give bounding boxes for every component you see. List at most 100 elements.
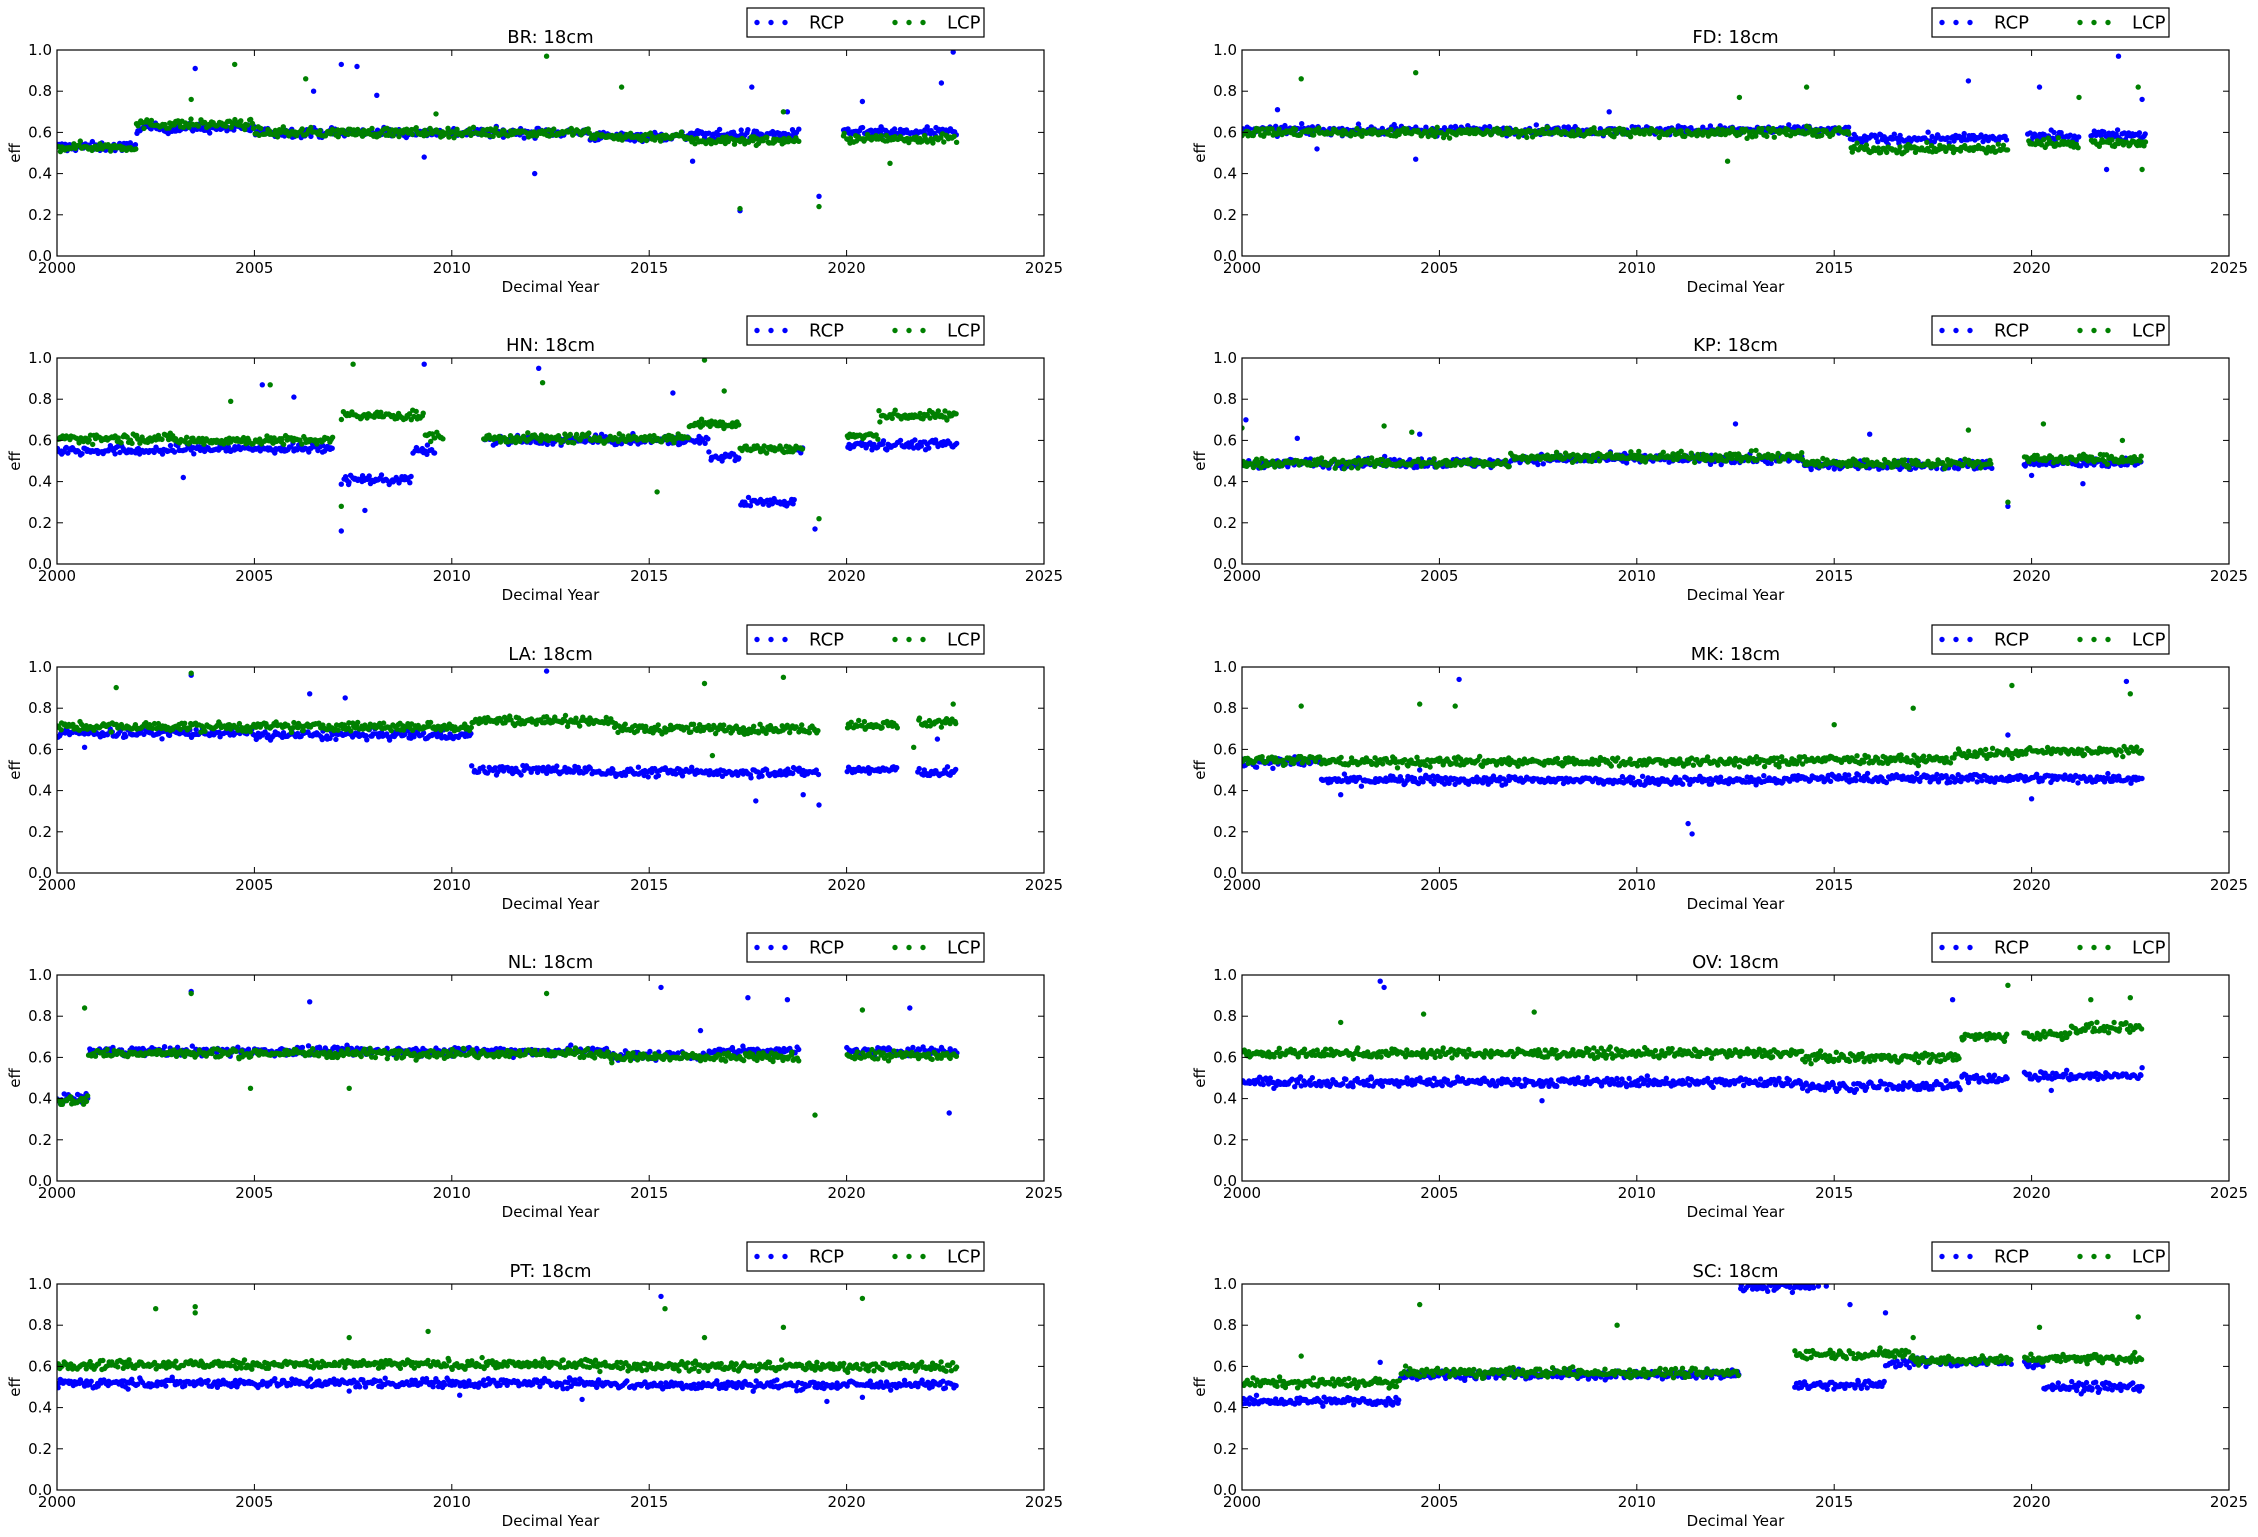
- data-point: [1831, 466, 1838, 472]
- data-point: [333, 736, 339, 743]
- data-point: [2115, 53, 2122, 59]
- data-point: [1820, 455, 1826, 462]
- data-point: [525, 430, 531, 436]
- data-point: [86, 437, 92, 443]
- data-point: [279, 436, 285, 442]
- data-point: [1368, 455, 1375, 461]
- series-lcp: [57, 358, 959, 522]
- data-point: [1332, 465, 1338, 471]
- y-tick-label: 0.8: [1213, 390, 1237, 408]
- data-point: [338, 416, 345, 423]
- data-point: [407, 480, 413, 486]
- subplot-kp: 2000 2005 2010 2015 2020 20250.00.20.40.60.81…: [1191, 315, 2248, 604]
- legend-marker: [892, 19, 898, 26]
- data-point: [112, 451, 118, 457]
- data-point: [180, 124, 187, 131]
- data-point: [1298, 76, 1304, 82]
- data-point: [1678, 448, 1684, 454]
- data-point: [133, 146, 139, 152]
- data-point: [1242, 425, 1245, 431]
- legend-marker: [1953, 327, 1959, 334]
- legend-marker: [782, 327, 788, 334]
- data-point: [618, 84, 625, 90]
- data-point: [1854, 140, 1860, 146]
- data-point: [223, 123, 229, 129]
- data-point: [617, 132, 623, 138]
- data-point: [706, 449, 712, 455]
- data-point: [2040, 421, 2047, 427]
- data-point: [2114, 127, 2121, 133]
- data-point: [188, 116, 194, 122]
- data-point: [363, 733, 369, 739]
- axes-frame: [1241, 357, 2230, 565]
- data-point: [280, 124, 286, 130]
- data-point: [2101, 129, 2107, 135]
- data-point: [586, 430, 592, 436]
- data-point: [201, 448, 208, 455]
- data-point: [951, 133, 957, 139]
- data-point: [118, 440, 124, 446]
- data-point: [1815, 127, 1821, 133]
- data-point: [2075, 145, 2081, 151]
- data-point: [912, 437, 918, 443]
- y-tick-label: 0.6: [28, 431, 52, 449]
- x-tick-label: 2015: [1815, 259, 1853, 277]
- y-tick-label: 0.6: [28, 123, 52, 141]
- data-point: [1995, 141, 2002, 147]
- data-point: [1367, 460, 1373, 467]
- data-point: [1348, 465, 1355, 471]
- data-point: [2065, 460, 2071, 466]
- data-point: [362, 507, 368, 514]
- data-point: [2051, 129, 2057, 136]
- legend-marker: [1967, 327, 1973, 334]
- data-point: [195, 123, 201, 129]
- data-point: [115, 435, 121, 441]
- data-point: [413, 125, 419, 131]
- data-point: [1875, 139, 1881, 145]
- data-point: [308, 124, 314, 131]
- subplot-title: BR: 18cm: [507, 27, 593, 48]
- x-tick-label: 2015: [630, 567, 668, 585]
- data-point: [567, 431, 573, 438]
- data-point: [1943, 463, 1949, 469]
- data-point: [897, 437, 904, 444]
- data-point: [1341, 466, 1347, 472]
- data-point: [1434, 124, 1440, 130]
- data-point: [745, 127, 751, 133]
- data-point: [706, 130, 712, 136]
- y-tick-label: 0.4: [28, 165, 52, 183]
- data-point: [1819, 132, 1825, 139]
- y-tick-label: 0.4: [1213, 473, 1237, 491]
- data-point: [329, 434, 336, 440]
- legend-label: RCP: [1994, 321, 2029, 342]
- x-tick-label: 2025: [1025, 567, 1063, 585]
- data-point: [1682, 133, 1688, 140]
- x-tick-label: 2005: [235, 259, 273, 277]
- data-point: [1880, 463, 1887, 470]
- data-point: [859, 124, 866, 131]
- data-point: [1764, 133, 1770, 140]
- data-point: [1785, 127, 1791, 133]
- data-point: [698, 416, 705, 422]
- data-point: [1539, 126, 1546, 133]
- series-rcp: [1242, 53, 2148, 173]
- data-point: [497, 439, 504, 445]
- data-point: [2098, 132, 2104, 139]
- data-point: [950, 50, 956, 55]
- data-point: [249, 120, 256, 127]
- x-tick-label: 2000: [38, 567, 76, 585]
- subplot-fd: 2000 2005 2010 2015 2020 20250.00.20.40.60.81…: [1191, 7, 2248, 296]
- data-point: [329, 445, 335, 451]
- legend-label: RCP: [809, 321, 844, 342]
- axes-frame: [1241, 49, 2230, 257]
- data-point: [167, 442, 174, 449]
- data-point: [1753, 133, 1759, 139]
- data-point: [670, 390, 676, 396]
- data-point: [351, 127, 357, 133]
- data-point: [953, 411, 959, 417]
- x-tick-label: 2015: [1815, 567, 1853, 585]
- data-point: [1863, 463, 1869, 470]
- x-tick-label: 2005: [1420, 567, 1458, 585]
- data-point: [1771, 134, 1778, 140]
- legend: RCP LCP: [746, 7, 985, 38]
